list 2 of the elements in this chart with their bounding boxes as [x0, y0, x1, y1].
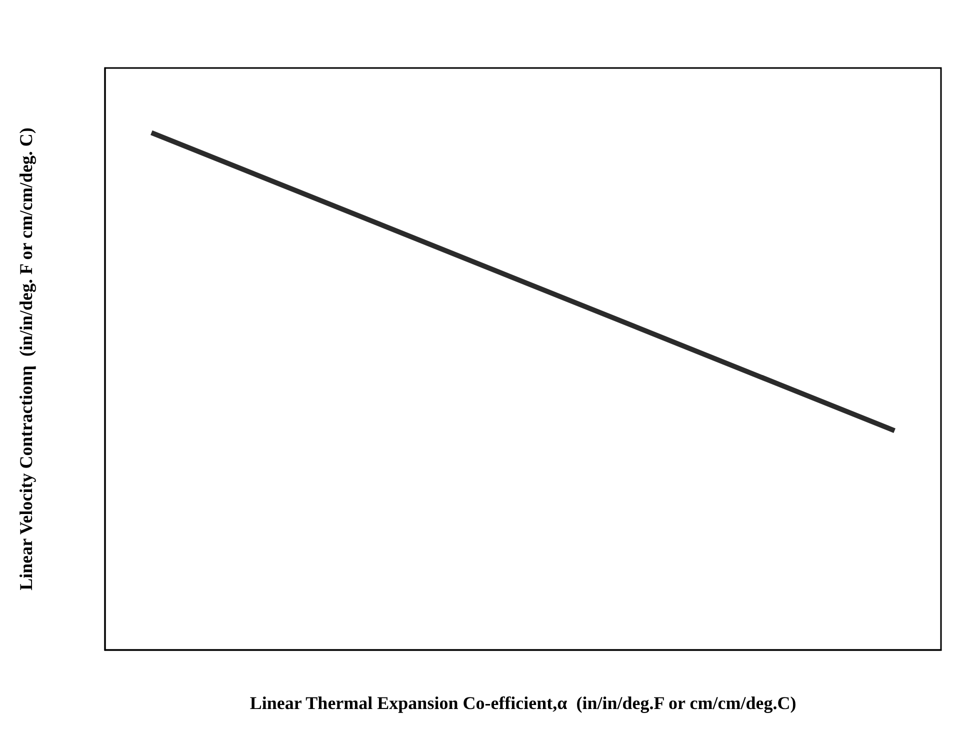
y-axis-title: Linear Velocity Contractionη (in/in/deg. F or cm/cm/deg. C) [16, 128, 36, 590]
x-axis-title: Linear Thermal Expansion Co-efficient,α (in/in/deg.F or cm/cm/deg.C) [250, 693, 796, 713]
